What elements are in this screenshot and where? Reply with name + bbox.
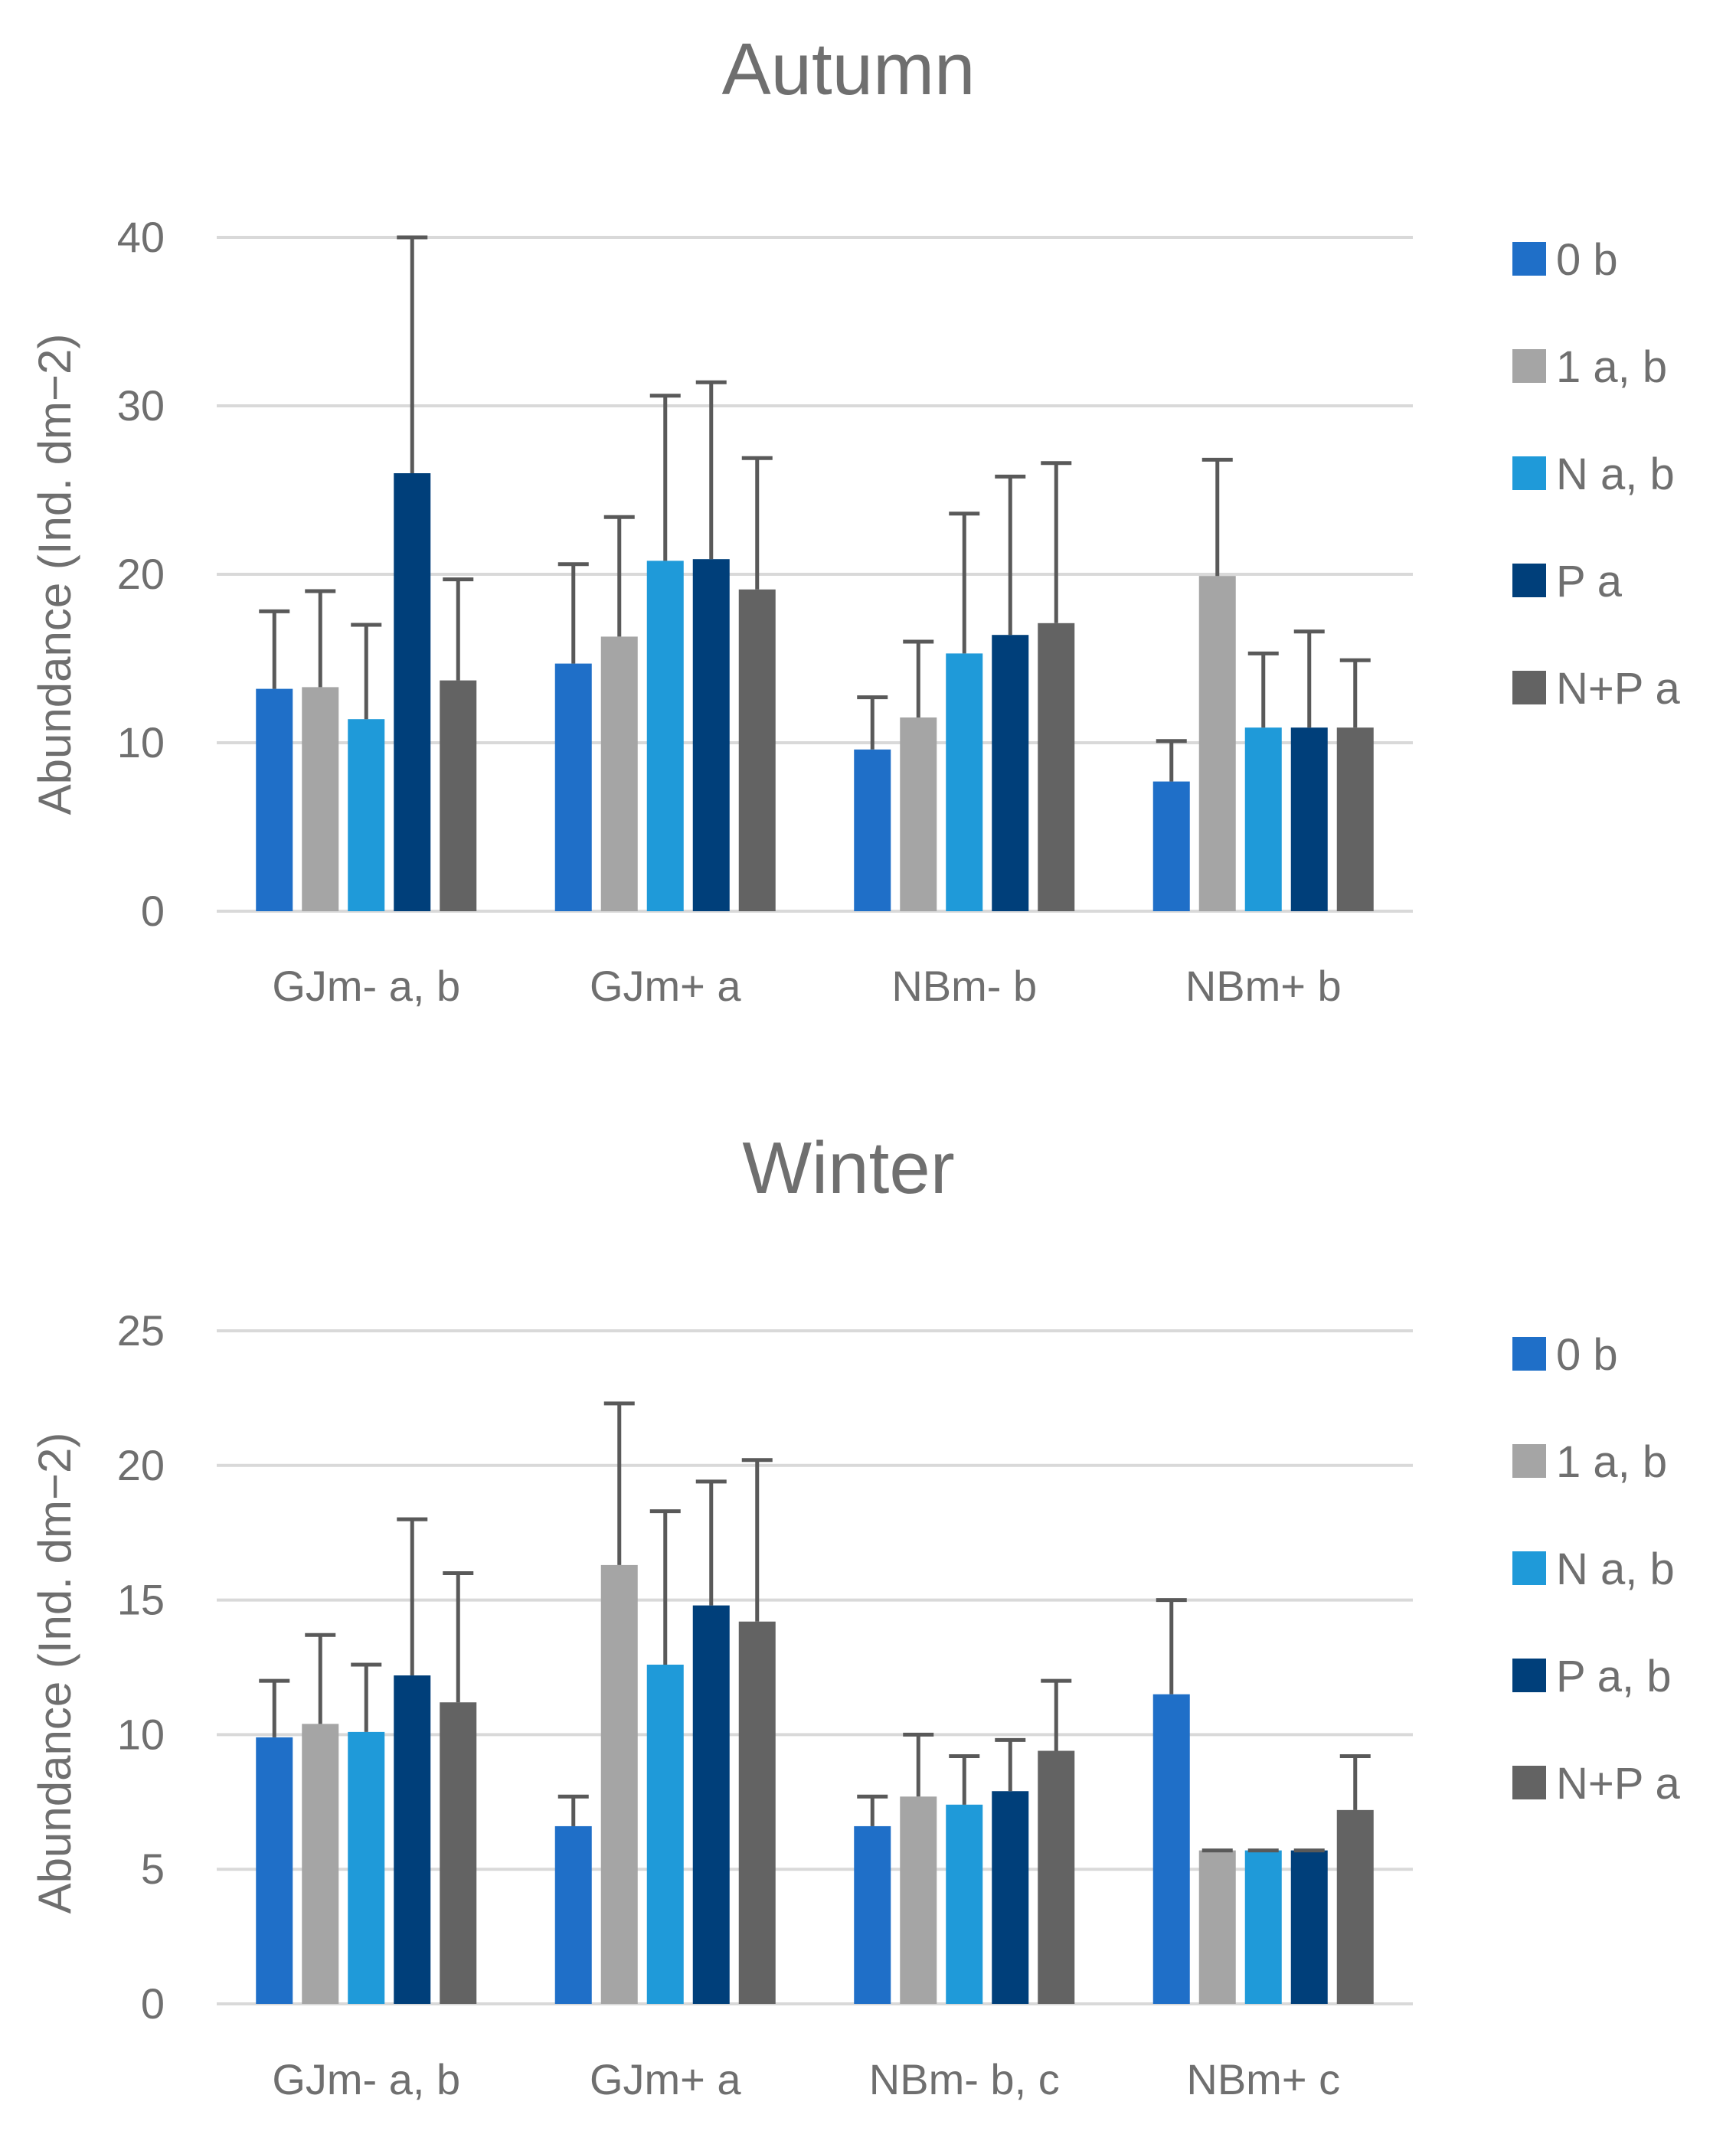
legend-swatch xyxy=(1512,564,1546,597)
bar xyxy=(992,635,1029,911)
winter-chart: Winter Abundance (Ind. dm−2) 0 5 10 15 20 25 G… xyxy=(29,1127,1681,2103)
bar xyxy=(738,589,776,911)
bar xyxy=(900,1796,937,2004)
x-category-label: NBm+ c xyxy=(1186,2055,1340,2103)
x-category-label: NBm- b xyxy=(891,962,1037,1010)
x-category-label: NBm+ b xyxy=(1185,962,1342,1010)
legend-swatch xyxy=(1512,1444,1546,1478)
y-tick-label: 0 xyxy=(141,1979,165,2028)
bar xyxy=(1198,1850,1236,2004)
x-category-label: GJm+ a xyxy=(590,962,741,1010)
bar xyxy=(256,1737,293,2004)
legend-label: N+P a xyxy=(1556,1759,1681,1809)
y-tick-label: 40 xyxy=(117,213,165,261)
legend-swatch xyxy=(1512,1766,1546,1799)
bar xyxy=(646,1664,684,2004)
bar xyxy=(600,1564,638,2004)
legend-label: P a, b xyxy=(1556,1652,1672,1701)
y-tick-label: 25 xyxy=(117,1306,165,1355)
bar xyxy=(946,1804,983,2004)
legend-label: 1 a, b xyxy=(1556,1437,1667,1487)
bar xyxy=(1038,1750,1075,2004)
bar xyxy=(1336,727,1374,911)
y-tick-label: 30 xyxy=(117,381,165,430)
bar xyxy=(1152,1694,1190,2004)
bar xyxy=(1244,727,1282,911)
legend-label: N a, b xyxy=(1556,449,1675,499)
bar xyxy=(1336,1809,1374,2004)
bar xyxy=(1290,1850,1328,2004)
bar xyxy=(440,680,477,911)
bar xyxy=(854,749,891,911)
bar xyxy=(1152,781,1190,911)
x-category-label: GJm- a, b xyxy=(272,2055,460,2103)
bar xyxy=(992,1791,1029,2004)
legend-label: N+P a xyxy=(1556,664,1681,714)
bar xyxy=(256,688,293,911)
legend-swatch xyxy=(1512,1337,1546,1371)
legend-swatch xyxy=(1512,1659,1546,1692)
bar xyxy=(946,653,983,911)
legend-label: N a, b xyxy=(1556,1544,1675,1594)
chart-title: Autumn xyxy=(722,28,976,110)
y-tick-label: 10 xyxy=(117,1710,165,1758)
bar xyxy=(394,473,431,911)
y-tick-label: 20 xyxy=(117,550,165,598)
bar xyxy=(1038,623,1075,911)
legend-swatch xyxy=(1512,1551,1546,1585)
y-tick-label: 0 xyxy=(141,887,165,935)
bar xyxy=(692,1605,730,2004)
bar xyxy=(738,1621,776,2004)
bar xyxy=(600,636,638,911)
bar xyxy=(1290,727,1328,911)
bar xyxy=(302,1724,339,2004)
x-category-label: GJm+ a xyxy=(590,2055,741,2103)
bar xyxy=(554,663,592,911)
y-tick-label: 15 xyxy=(117,1576,165,1624)
legend-label: 1 a, b xyxy=(1556,342,1667,392)
legend-swatch xyxy=(1512,456,1546,490)
y-axis-title: Abundance (Ind. dm−2) xyxy=(29,1433,80,1914)
legend-label: 0 b xyxy=(1556,235,1618,285)
y-axis-title: Abundance (Ind. dm−2) xyxy=(29,334,80,815)
x-category-label: GJm- a, b xyxy=(272,962,460,1010)
bar xyxy=(646,561,684,911)
bar xyxy=(302,687,339,911)
bar xyxy=(440,1702,477,2004)
legend-swatch xyxy=(1512,242,1546,276)
legend-label: 0 b xyxy=(1556,1330,1618,1380)
bar xyxy=(692,559,730,911)
bar xyxy=(394,1675,431,2004)
bar xyxy=(900,717,937,911)
y-tick-label: 5 xyxy=(141,1845,165,1893)
legend-label: P a xyxy=(1556,557,1623,606)
bar xyxy=(1244,1850,1282,2004)
bar xyxy=(554,1825,592,2004)
bar xyxy=(348,719,385,911)
bar xyxy=(854,1825,891,2004)
bar xyxy=(348,1731,385,2004)
bar xyxy=(1198,576,1236,911)
legend-swatch xyxy=(1512,671,1546,704)
y-tick-label: 10 xyxy=(117,718,165,766)
legend-swatch xyxy=(1512,349,1546,383)
x-category-label: NBm- b, c xyxy=(869,2055,1060,2103)
chart-title: Winter xyxy=(742,1127,954,1209)
autumn-chart: Autumn Abundance (Ind. dm−2) 0 10 20 30 40 GJ… xyxy=(29,28,1681,1010)
y-tick-label: 20 xyxy=(117,1441,165,1489)
